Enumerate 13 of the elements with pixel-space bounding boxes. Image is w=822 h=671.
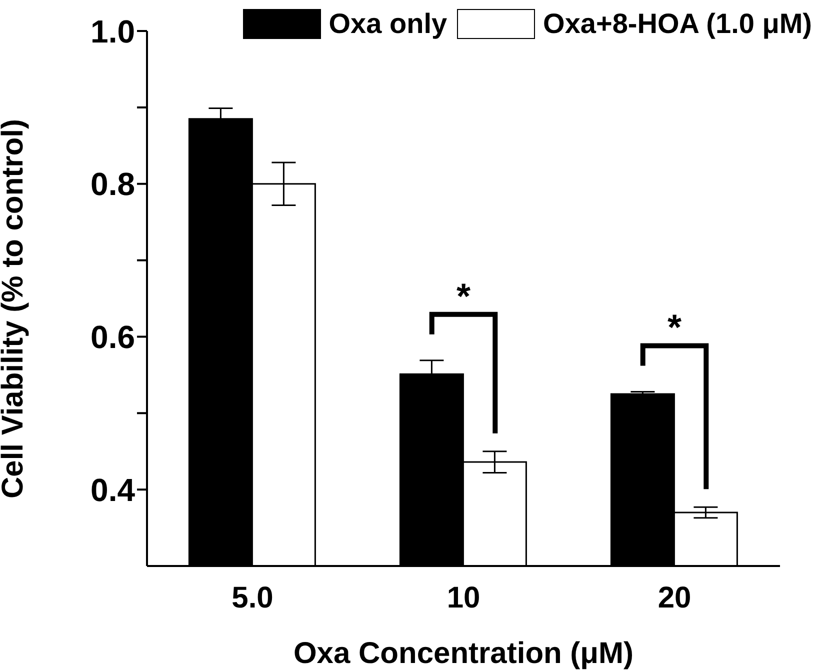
y-tick-label: 0.4 bbox=[90, 472, 136, 508]
y-tick-label: 0.6 bbox=[90, 319, 135, 356]
y-axis-title: Cell Viability (% to control) bbox=[0, 119, 30, 498]
x-tick-label: 20 bbox=[658, 581, 692, 614]
x-tick-label: 10 bbox=[446, 581, 480, 614]
x-tick-label: 5.0 bbox=[232, 581, 274, 614]
annotation: * bbox=[456, 275, 471, 316]
legend-label: Oxa only bbox=[328, 8, 448, 40]
annotation: * bbox=[667, 306, 682, 348]
y-tick-label: 0.8 bbox=[90, 166, 135, 202]
y-tick-label: 1.0 bbox=[90, 13, 135, 50]
x-axis-title: Oxa Concentration (μM) bbox=[293, 637, 634, 670]
legend-label: Oxa+8-HOA (1.0 μM) bbox=[543, 8, 812, 40]
